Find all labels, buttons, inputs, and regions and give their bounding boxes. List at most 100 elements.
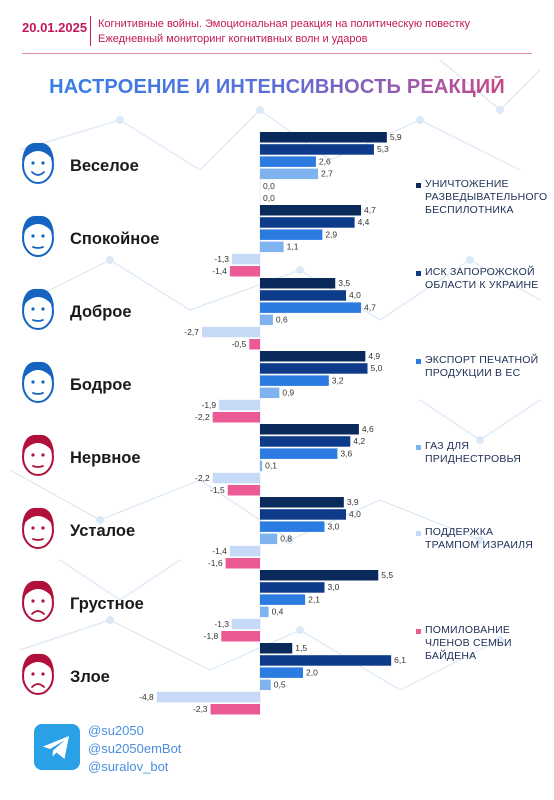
data-label: 4,2 bbox=[353, 436, 365, 446]
header-subtitle-1: Когнитивные войны. Эмоциональная реакция… bbox=[98, 18, 471, 30]
category-label: Злое bbox=[70, 668, 110, 686]
bar bbox=[260, 229, 323, 240]
legend-swatch bbox=[416, 629, 421, 634]
bar bbox=[260, 582, 325, 593]
legend-label: УНИЧТОЖЕНИЕ РАЗВЕДЫВАТЕЛЬНОГО БЕСПИЛОТНИ… bbox=[425, 178, 548, 216]
data-label: 0,6 bbox=[276, 315, 288, 325]
bar bbox=[260, 217, 355, 228]
bar bbox=[229, 266, 260, 277]
tired-face-icon bbox=[22, 507, 54, 549]
data-label: 4,9 bbox=[368, 351, 380, 361]
bar bbox=[227, 485, 260, 496]
data-label: 0,4 bbox=[272, 607, 284, 617]
bar bbox=[260, 448, 338, 459]
legend-swatch bbox=[416, 445, 421, 450]
category-label: Бодрое bbox=[70, 376, 132, 394]
cheerful-face-icon bbox=[22, 361, 54, 403]
bar bbox=[260, 363, 368, 374]
data-label: -1,9 bbox=[201, 400, 216, 410]
data-label: 3,9 bbox=[347, 497, 359, 507]
bar bbox=[212, 412, 260, 423]
data-label: -2,3 bbox=[193, 704, 208, 714]
data-label: 0,1 bbox=[265, 461, 277, 471]
bar bbox=[260, 667, 303, 678]
bar bbox=[260, 278, 336, 289]
data-label: -4,8 bbox=[139, 692, 154, 702]
category-label: Грустное bbox=[70, 595, 144, 613]
category-label: Доброе bbox=[70, 303, 132, 321]
data-label: -1,8 bbox=[204, 631, 219, 641]
data-label: 5,0 bbox=[371, 363, 383, 373]
legend-label: ИСК ЗАПОРОЖСКОЙ ОБЛАСТИ К УКРАИНЕ bbox=[425, 266, 539, 291]
data-label: 3,5 bbox=[338, 278, 350, 288]
header-subtitle-2: Ежедневный мониторинг когнитивных волн и… bbox=[98, 33, 368, 45]
bar bbox=[156, 691, 260, 703]
bar bbox=[260, 144, 374, 155]
data-label: 0,5 bbox=[274, 680, 286, 690]
calm-face-icon bbox=[22, 215, 54, 257]
handle-link[interactable]: @suralov_bot bbox=[88, 759, 169, 774]
bar bbox=[260, 436, 351, 447]
bar bbox=[232, 618, 260, 630]
data-label: 2,9 bbox=[325, 229, 337, 239]
bar bbox=[260, 497, 344, 508]
data-label: 6,1 bbox=[394, 655, 406, 665]
data-label: -2,7 bbox=[184, 327, 199, 337]
data-label: -1,5 bbox=[210, 485, 225, 495]
bar bbox=[260, 241, 284, 253]
bar bbox=[260, 679, 271, 691]
data-label: 4,4 bbox=[358, 217, 370, 227]
data-label: 2,0 bbox=[306, 667, 318, 677]
data-label: 4,0 bbox=[349, 509, 361, 519]
bar bbox=[260, 132, 387, 143]
telegram-handles: @su2050 @su2050emBot @suralov_bot bbox=[88, 722, 181, 776]
bar bbox=[260, 570, 379, 581]
category-label: Нервное bbox=[70, 449, 141, 467]
data-label: 3,0 bbox=[328, 582, 340, 592]
bar bbox=[225, 558, 260, 569]
data-label: 1,5 bbox=[295, 643, 307, 653]
bar bbox=[260, 594, 306, 605]
bar bbox=[219, 399, 260, 411]
handle-link[interactable]: @su2050emBot bbox=[88, 741, 182, 756]
data-label: 0,0 bbox=[263, 181, 275, 191]
bar bbox=[260, 314, 273, 326]
data-label: 0,9 bbox=[282, 388, 294, 398]
data-label: 0,8 bbox=[280, 534, 292, 544]
bar bbox=[260, 375, 329, 386]
legend-swatch bbox=[416, 531, 421, 536]
legend-label: ГАЗ ДЛЯ ПРИДНЕСТРОВЬЯ bbox=[425, 440, 521, 465]
legend-label: ПОМИЛОВАНИЕ ЧЛЕНОВ СЕМЬИ БАЙДЕНА bbox=[425, 624, 512, 662]
bar bbox=[201, 326, 260, 338]
data-label: 3,0 bbox=[328, 521, 340, 531]
category-label: Спокойное bbox=[70, 230, 159, 248]
data-label: 4,6 bbox=[362, 424, 374, 434]
data-label: 4,0 bbox=[349, 290, 361, 300]
legend-label: ЭКСПОРТ ПЕЧАТНОЙ ПРОДУКЦИИ В ЕС bbox=[425, 354, 539, 379]
bar bbox=[260, 606, 269, 618]
bar bbox=[210, 704, 260, 715]
bar bbox=[260, 521, 325, 532]
telegram-icon[interactable] bbox=[34, 724, 80, 770]
handle-link[interactable]: @su2050 bbox=[88, 723, 144, 738]
bar bbox=[260, 424, 359, 435]
category-label: Усталое bbox=[70, 522, 135, 540]
bar bbox=[260, 533, 278, 545]
data-label: 2,7 bbox=[321, 169, 333, 179]
chart-title: НАСТРОЕНИЕ И ИНТЕНСИВНОСТЬ РЕАКЦИЙ bbox=[0, 76, 554, 99]
header-date: 20.01.2025 bbox=[22, 20, 88, 35]
bar bbox=[260, 643, 293, 654]
data-label: 5,3 bbox=[377, 144, 389, 154]
bar bbox=[260, 205, 362, 216]
data-label: -1,6 bbox=[208, 558, 223, 568]
header-rule bbox=[22, 53, 532, 54]
data-label: 0,0 bbox=[263, 193, 275, 203]
bar bbox=[260, 168, 319, 180]
data-label: 4,7 bbox=[364, 205, 376, 215]
data-label: 5,5 bbox=[381, 570, 393, 580]
data-label: -1,4 bbox=[212, 546, 227, 556]
data-label: 3,2 bbox=[332, 375, 344, 385]
bar bbox=[260, 351, 366, 362]
legend-label: ПОДДЕРЖКА ТРАМПОМ ИЗРАИЛЯ bbox=[425, 526, 534, 551]
